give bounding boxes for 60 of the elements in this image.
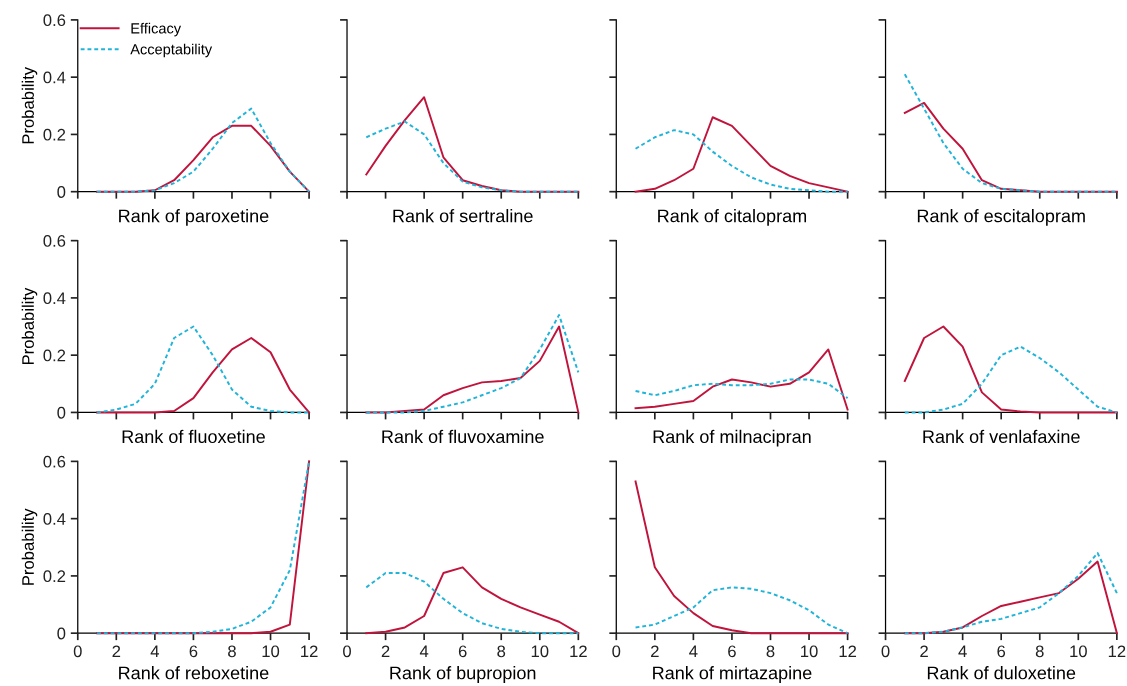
x-tick-label: 4 — [958, 645, 967, 658]
y-tick-label: 0.6 — [43, 235, 66, 247]
y-axis-title: Probability — [21, 287, 38, 365]
y-tick-label: 0.2 — [43, 349, 66, 362]
x-axis-title: Rank of milnacipran — [653, 429, 811, 447]
x-tick-label: 8 — [228, 645, 236, 658]
y-tick-label: 0 — [57, 406, 66, 419]
x-tick-label: 8 — [1035, 645, 1044, 658]
x-axis-title: Rank of escitalopram — [917, 209, 1085, 226]
x-tick-label: 2 — [112, 645, 121, 658]
x-axis-title: Rank of fluoxetine — [122, 429, 265, 444]
x-tick-label: 4 — [419, 645, 429, 658]
line-series — [96, 107, 311, 193]
y-tick-label: 0.4 — [43, 292, 66, 305]
y-tick-label: 0.6 — [43, 14, 66, 27]
y-tick-label: 0 — [57, 627, 66, 640]
legend-label: Acceptability — [130, 43, 213, 58]
x-axis-title: Rank of paroxetine — [119, 209, 269, 226]
x-tick-label: 12 — [301, 645, 318, 658]
x-axis-title: Rank of duloxetine — [927, 666, 1076, 680]
x-tick-label: 4 — [689, 645, 698, 658]
x-tick-label: 0 — [881, 645, 890, 658]
x-tick-label: 0 — [612, 645, 621, 658]
x-tick-label: 12 — [570, 645, 587, 658]
x-tick-label: 12 — [1108, 645, 1126, 658]
x-axis-title: Rank of fluvoxamine — [382, 429, 544, 444]
y-axis-title: Probability — [21, 66, 38, 144]
x-tick-label: 6 — [728, 645, 736, 658]
x-tick-label: 10 — [801, 645, 818, 658]
x-axis-title: Rank of bupropion — [390, 666, 536, 683]
y-tick-label: 0.6 — [43, 455, 66, 468]
x-tick-label: 12 — [839, 645, 857, 658]
line-series — [96, 124, 311, 193]
x-tick-label: 2 — [651, 645, 659, 658]
x-tick-label: 10 — [1070, 645, 1087, 658]
x-axis-title: Rank of venlafaxine — [923, 429, 1080, 444]
x-tick-label: 2 — [920, 645, 928, 658]
y-tick-label: 0.4 — [43, 71, 66, 84]
legend-label: Efficacy — [131, 22, 182, 37]
x-tick-label: 6 — [997, 645, 1006, 658]
x-tick-label: 10 — [531, 645, 549, 658]
x-tick-label: 6 — [458, 645, 467, 658]
y-tick-label: 0 — [57, 186, 66, 198]
x-tick-label: 0 — [73, 645, 82, 658]
x-tick-label: 2 — [381, 645, 390, 658]
y-axis-title: Probability — [21, 508, 38, 585]
x-tick-label: 6 — [189, 645, 198, 658]
x-axis-title: Rank of mirtazapine — [653, 666, 812, 683]
x-axis-title: Rank of sertraline — [393, 209, 533, 223]
x-axis-title: Rank of reboxetine — [119, 666, 269, 680]
y-tick-label: 0.4 — [43, 513, 66, 525]
line-series — [96, 460, 311, 635]
x-axis-title: Rank of citalopram — [658, 209, 807, 226]
y-tick-label: 0.2 — [43, 128, 66, 141]
x-tick-label: 8 — [766, 645, 775, 658]
x-tick-label: 4 — [150, 645, 160, 658]
y-tick-label: 0.2 — [43, 570, 66, 583]
x-tick-label: 0 — [343, 645, 351, 658]
x-tick-label: 8 — [497, 645, 506, 658]
x-tick-label: 10 — [262, 645, 280, 658]
